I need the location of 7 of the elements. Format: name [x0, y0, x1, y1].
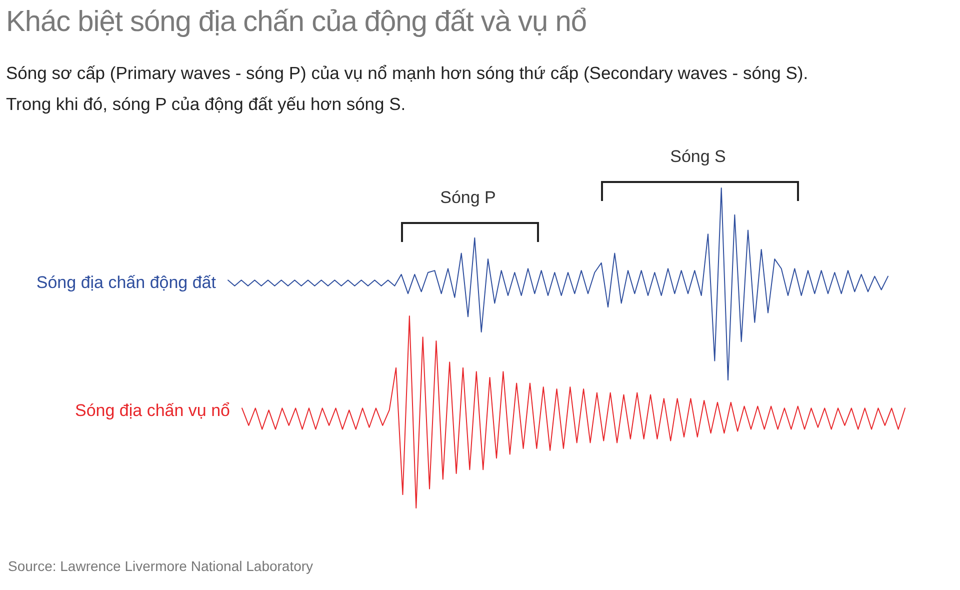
series-label: Sóng địa chấn động đất: [36, 273, 216, 293]
chart-subtitle: Sóng sơ cấp (Primary waves - sóng P) của vụ nổ mạnh hơn sóng thứ cấp (Secondary waves - sóng S). Trong khi đó, sóng P của động đất yếu hơn sóng S.: [6, 62, 810, 116]
text: Sóng S: [670, 147, 726, 167]
annotation: Sóng P: [440, 188, 496, 208]
chart-title: Khác biệt sóng địa chấn của động đất và vụ nổ: [6, 6, 586, 39]
source-note: Source: Lawrence Livermore National Laboratory: [8, 558, 314, 574]
series-label: Sóng địa chấn vụ nổ: [74, 401, 230, 421]
